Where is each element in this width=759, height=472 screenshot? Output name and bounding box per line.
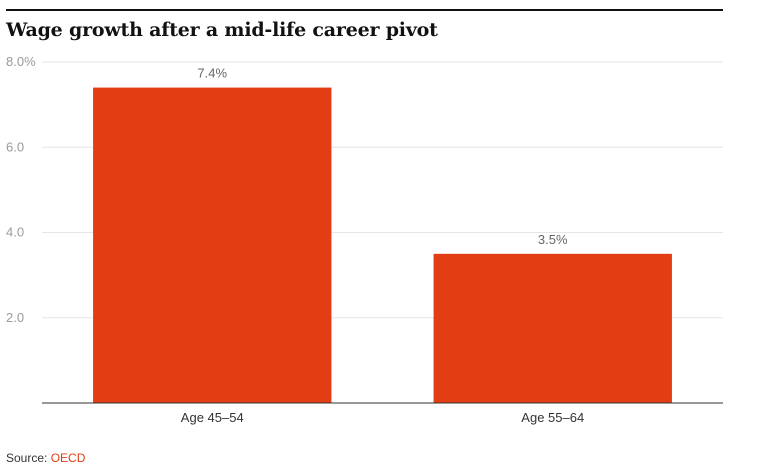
bars	[93, 87, 672, 403]
y-tick-label: 8.0%	[6, 54, 36, 69]
bar-chart: 2.0 4.0 6.0 8.0% 7.4% 3.5% Age 45–54 Age 55–6…	[6, 54, 723, 425]
bar	[93, 87, 332, 403]
y-tick-labels: 2.0 4.0 6.0 8.0%	[6, 54, 36, 325]
source-note: Source: OECD	[6, 451, 85, 465]
x-tick-label: Age 45–54	[181, 410, 244, 425]
top-rule	[6, 9, 723, 11]
source-link[interactable]: OECD	[50, 451, 86, 465]
x-tick-label: Age 55–64	[521, 410, 584, 425]
source-label: Source:	[6, 451, 48, 465]
bar	[433, 253, 672, 403]
x-tick-labels: Age 45–54 Age 55–64	[181, 410, 584, 425]
data-label: 3.5%	[538, 232, 568, 247]
y-tick-label: 2.0	[6, 310, 24, 325]
y-tick-label: 6.0	[6, 139, 24, 154]
chart-title: Wage growth after a mid-life career pivo…	[6, 19, 438, 41]
y-tick-label: 4.0	[6, 225, 24, 240]
data-labels: 7.4% 3.5%	[197, 66, 568, 247]
data-label: 7.4%	[197, 66, 227, 81]
